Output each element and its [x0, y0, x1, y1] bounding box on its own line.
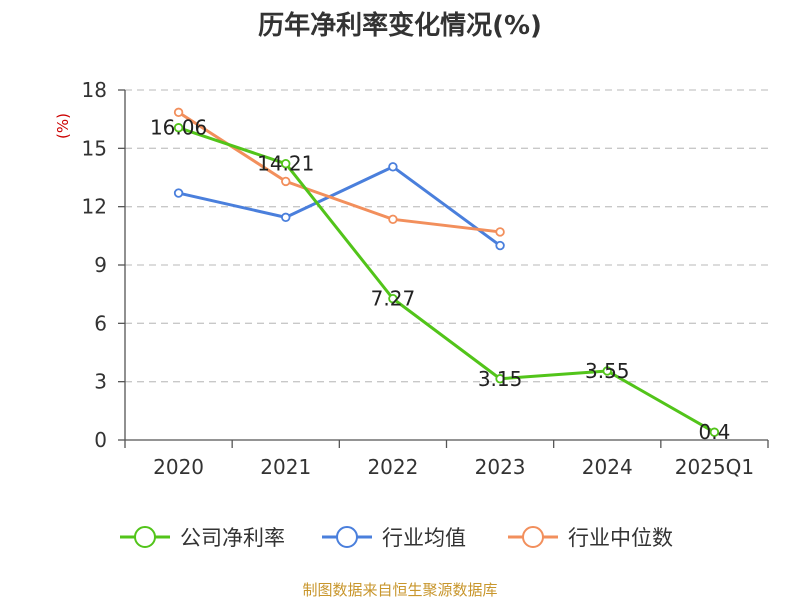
legend: 公司净利率 行业均值 行业中位数 — [120, 526, 673, 550]
data-point — [495, 240, 505, 251]
data-label: 3.55 — [585, 359, 630, 383]
y-tick-label: 3 — [94, 370, 107, 394]
data-point — [388, 214, 398, 225]
data-point — [495, 227, 505, 237]
y-tick-label: 9 — [94, 253, 107, 277]
x-tick-label: 2024 — [582, 455, 633, 479]
data-label: 14.21 — [257, 152, 314, 176]
x-tick-label: 2022 — [367, 455, 418, 479]
x-tick-label: 2023 — [475, 455, 526, 479]
x-tick-label: 2021 — [260, 455, 311, 479]
chart-title: 历年净利率变化情况(%) — [258, 10, 542, 41]
legend-label: 行业中位数 — [568, 526, 673, 550]
axes: 0 3 6 9 12 15 18 2020 2021 2022 2023 2024 2025Q1 — [82, 78, 769, 479]
data-point — [281, 176, 291, 187]
data-label: 3.15 — [478, 367, 523, 391]
legend-marker — [336, 526, 358, 548]
y-tick-label: 18 — [82, 78, 107, 102]
series-group — [173, 107, 720, 437]
data-point — [173, 123, 184, 133]
legend-label: 行业均值 — [382, 526, 466, 550]
x-tick-label: 2020 — [153, 455, 204, 479]
data-labels: 16.06 14.21 7.27 3.15 3.55 0.4 — [150, 116, 730, 445]
y-tick-label: 15 — [82, 136, 107, 160]
data-point — [388, 293, 398, 304]
series-line-0 — [178, 126, 716, 434]
y-tick-label: 12 — [82, 195, 107, 219]
legend-marker — [134, 526, 156, 548]
data-point — [173, 107, 184, 118]
data-label: 16.06 — [150, 116, 207, 140]
data-point — [281, 212, 291, 223]
y-axis-unit: (%) — [54, 113, 72, 139]
legend-label: 公司净利率 — [180, 526, 285, 550]
series-line-2 — [177, 111, 501, 234]
y-tick-label: 0 — [94, 428, 107, 452]
data-label: 7.27 — [371, 287, 416, 311]
data-point — [281, 158, 291, 169]
legend-marker — [522, 526, 544, 548]
series-line-1 — [178, 165, 501, 247]
x-tick-label: 2025Q1 — [675, 455, 754, 479]
data-point — [495, 374, 505, 384]
data-point — [388, 162, 398, 172]
source-note: 制图数据来自恒生聚源数据库 — [302, 581, 497, 599]
data-point — [709, 427, 720, 437]
data-point — [602, 366, 612, 376]
y-tick-label: 6 — [94, 311, 107, 335]
data-label: 0.4 — [699, 420, 731, 444]
data-point — [173, 188, 184, 198]
